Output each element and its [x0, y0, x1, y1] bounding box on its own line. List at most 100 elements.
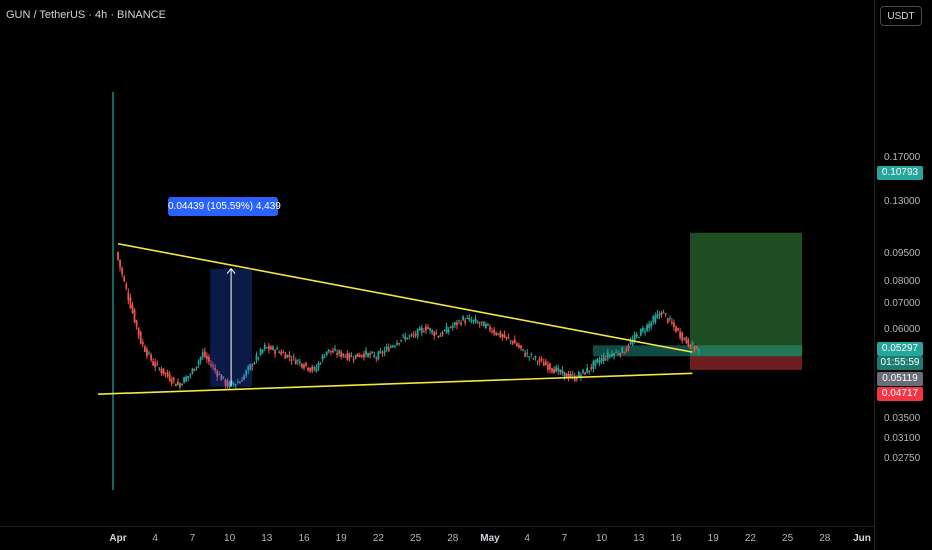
candle-body	[383, 350, 386, 354]
candle-body	[290, 359, 293, 361]
candle-body	[387, 347, 390, 352]
candle-body	[571, 374, 574, 376]
candle-body	[129, 297, 132, 309]
candle-body	[422, 331, 425, 333]
candle-body	[148, 352, 150, 354]
candle-body	[158, 368, 161, 370]
candle-body	[418, 327, 421, 331]
candle-body	[656, 313, 659, 318]
candle-body	[453, 322, 456, 325]
candle-body	[224, 379, 227, 386]
candle-body	[164, 372, 167, 374]
candle-body	[400, 339, 403, 341]
candle-body	[201, 352, 204, 358]
candle-body	[606, 352, 609, 359]
candle-body	[573, 375, 576, 382]
candle-body	[307, 367, 310, 371]
candle-body	[127, 292, 130, 301]
candle-body	[474, 318, 477, 322]
candle-body	[588, 370, 591, 372]
candle-body	[381, 352, 384, 354]
candle-body	[152, 361, 155, 366]
candle-body	[544, 361, 547, 366]
candle-body	[668, 318, 671, 320]
candle-body	[199, 356, 202, 361]
candle-body	[416, 328, 419, 337]
candle-body	[456, 322, 458, 326]
candle-body	[270, 346, 272, 350]
candle-body	[352, 359, 355, 361]
candle-body	[675, 326, 677, 333]
candle-body	[472, 319, 475, 321]
lower-trendline	[97, 372, 693, 395]
candle-body	[214, 367, 217, 371]
countdown-label: 01:55:59	[877, 356, 923, 370]
candle-body	[534, 355, 537, 358]
candle-body	[619, 352, 622, 356]
candle-body	[495, 332, 498, 336]
candle-body	[327, 349, 330, 352]
candle-body	[135, 320, 138, 327]
candle-body	[131, 304, 134, 313]
candle-body	[230, 380, 233, 385]
candle-body	[563, 371, 566, 377]
time-tick: Jun	[853, 533, 871, 544]
candle-body	[179, 383, 181, 388]
candle-body	[489, 326, 491, 331]
time-tick: 13	[261, 533, 273, 544]
candle-body	[317, 362, 320, 368]
candle-body	[193, 368, 196, 371]
candle-body	[681, 332, 684, 341]
candle-body	[170, 379, 173, 384]
stop-price-label: 0.04717	[877, 387, 923, 401]
candle-body	[520, 345, 522, 349]
candle-body	[559, 369, 562, 373]
symbol-title[interactable]: GUN / TetherUS · 4h · BINANCE	[6, 9, 166, 21]
candle-body	[412, 334, 415, 336]
time-tick: 7	[561, 533, 568, 544]
time-tick: 10	[596, 533, 608, 544]
candle-body	[183, 377, 186, 384]
candle-body	[344, 356, 347, 358]
candle-body	[602, 356, 605, 362]
candle-body	[274, 350, 276, 354]
candle-body	[360, 354, 363, 357]
candle-body	[526, 352, 529, 354]
candle-body	[402, 335, 405, 337]
candle-body	[658, 314, 661, 316]
candle-body	[549, 363, 551, 370]
target-price-label: 0.10793	[877, 166, 923, 180]
candle-body	[633, 334, 636, 342]
candle-body	[203, 351, 206, 357]
candle-body	[377, 351, 380, 360]
candle-body	[166, 372, 169, 377]
candle-body	[484, 323, 487, 328]
candle-body	[338, 350, 341, 354]
currency-button[interactable]: USDT	[880, 6, 922, 26]
candle-body	[546, 364, 549, 370]
measure-arrow-head	[226, 267, 236, 274]
candle-body	[354, 354, 357, 359]
candle-body	[181, 384, 183, 386]
candle-body	[683, 338, 686, 340]
candle-body	[555, 367, 558, 372]
measure-label[interactable]: 0.04439 (105.59%) 4,439	[168, 197, 281, 216]
candle-body	[631, 339, 634, 345]
candle-body	[334, 348, 336, 351]
candle-body	[567, 373, 570, 379]
candle-body	[542, 362, 545, 366]
candle-body	[427, 327, 429, 329]
candle-body	[689, 344, 692, 349]
upper-trendline	[117, 242, 693, 353]
candle-body	[321, 354, 324, 360]
candle-body	[460, 322, 462, 325]
candle-body	[476, 321, 479, 324]
candle-body	[391, 345, 394, 348]
candle-body	[528, 356, 531, 358]
candle-body	[220, 375, 223, 381]
candle-body	[687, 339, 690, 346]
candle-body	[265, 347, 268, 349]
candle-body	[325, 351, 328, 355]
